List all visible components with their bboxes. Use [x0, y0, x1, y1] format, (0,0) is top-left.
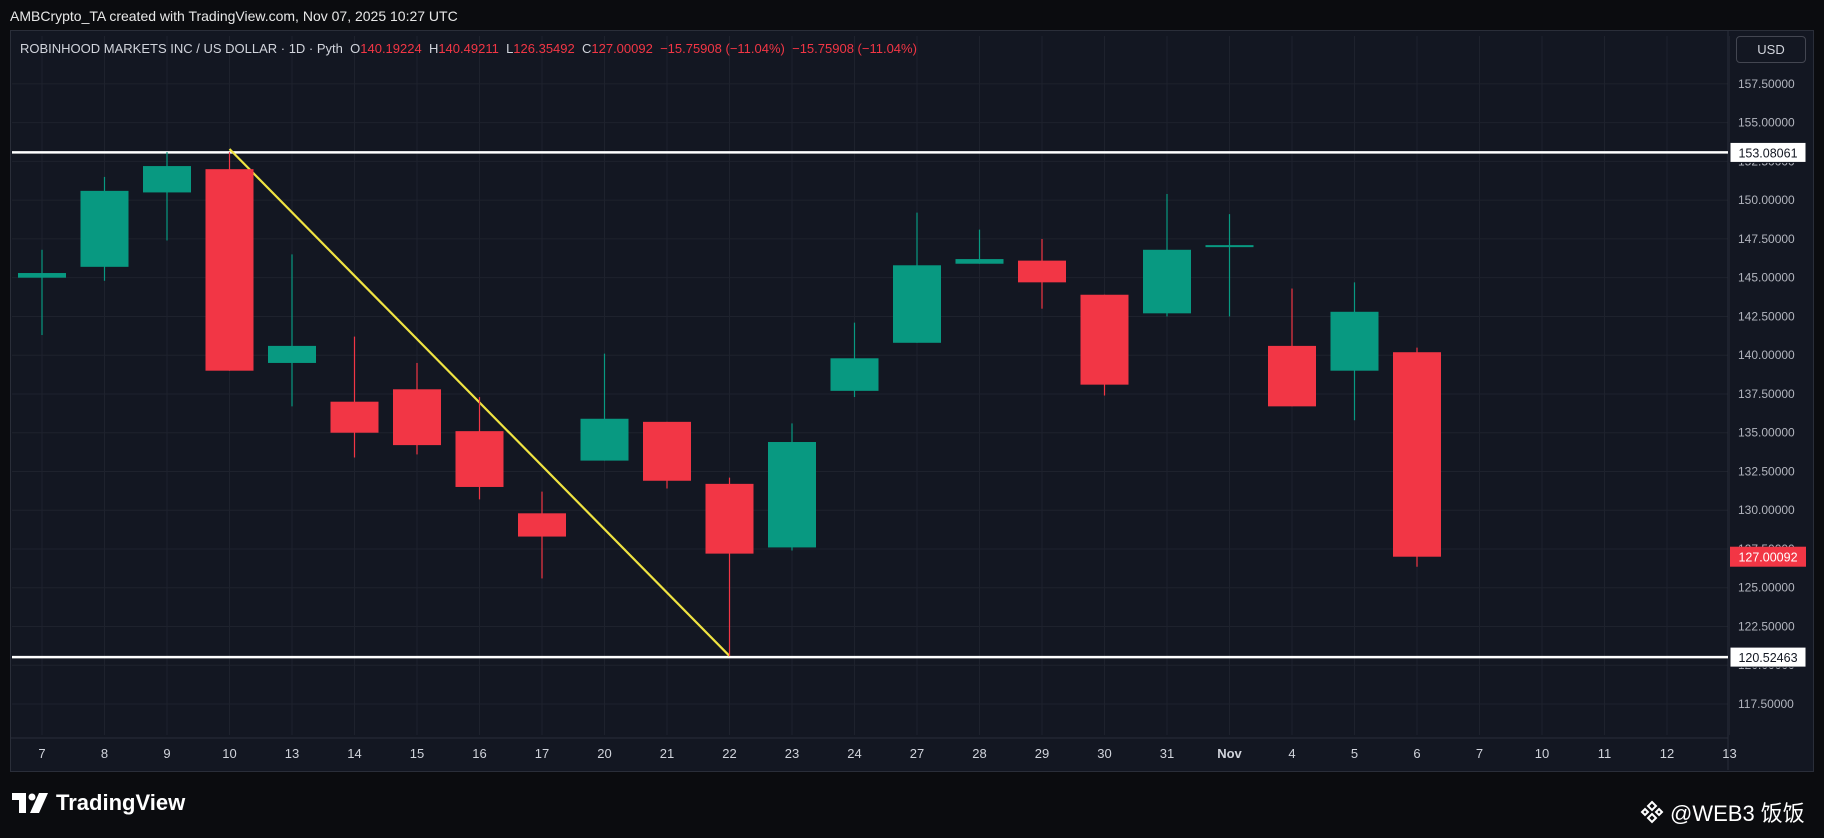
support-tag-bg [1729, 646, 1807, 668]
symbol-legend: ROBINHOOD MARKETS INC / US DOLLAR · 1D ·… [20, 41, 917, 56]
candle-body [1205, 245, 1254, 248]
candle-body [455, 431, 504, 487]
x-tick-label: 15 [410, 746, 424, 761]
low-value: 126.35492 [513, 41, 575, 56]
candles-layer [18, 152, 1441, 656]
x-tick-label: 13 [1722, 746, 1736, 761]
x-tick-label: 4 [1288, 746, 1295, 761]
last-price-tag-bg [1730, 546, 1806, 567]
x-tick-label: 23 [785, 746, 799, 761]
x-tick-label: 29 [1035, 746, 1049, 761]
y-tick-label: 155.00000 [1738, 116, 1795, 130]
y-tick-label: 125.00000 [1738, 581, 1795, 595]
watermark: @WEB3 饭饭 [1640, 796, 1805, 828]
diamond-logo-icon [1640, 800, 1664, 824]
x-tick-label: 7 [38, 746, 45, 761]
support-tag-label: 120.52463 [1738, 651, 1797, 665]
x-tick-label: 27 [910, 746, 924, 761]
x-tick-label: 21 [660, 746, 674, 761]
candle-body [393, 389, 441, 446]
x-tick-label: 5 [1351, 746, 1358, 761]
y-tick-label: 117.50000 [1738, 697, 1794, 711]
price-axis[interactable]: 117.50000120.00000122.50000125.00000127.… [1738, 77, 1795, 711]
candle-body [80, 190, 129, 267]
x-tick-label: 6 [1413, 746, 1420, 761]
candle-body [1393, 352, 1441, 557]
y-tick-label: 122.50000 [1738, 619, 1795, 633]
candle-body [1018, 260, 1066, 283]
x-tick-label: 28 [972, 746, 986, 761]
x-tick-label: 22 [722, 746, 736, 761]
high-label: H [428, 41, 439, 56]
candle-body [955, 259, 1004, 264]
high-value: 140.49211 [438, 41, 499, 56]
price-tags: 153.08061 120.52463 127.00092 [1729, 141, 1807, 668]
low-label: L [506, 41, 514, 56]
x-tick-label: 8 [101, 746, 108, 761]
tradingview-logo-text: TradingView [56, 790, 186, 815]
x-tick-label: 14 [347, 746, 361, 761]
change-value-secondary: −15.75908 (−11.04%) [792, 41, 917, 56]
candle-body [143, 166, 191, 193]
close-value: 127.00092 [591, 41, 653, 56]
candle-body [768, 442, 816, 548]
candle-body [580, 418, 629, 461]
grid-lines [11, 31, 1730, 770]
x-tick-label: 20 [597, 746, 611, 761]
x-tick-label: 30 [1097, 746, 1111, 761]
candlestick-chart[interactable]: 117.50000120.00000122.50000125.00000127.… [0, 0, 1824, 772]
x-tick-label: 12 [1660, 746, 1674, 761]
y-tick-label: 157.50000 [1738, 77, 1795, 91]
symbol-name: ROBINHOOD MARKETS INC / US DOLLAR · 1D ·… [20, 41, 343, 56]
candle-body [205, 169, 254, 371]
y-tick-label: 145.00000 [1738, 271, 1795, 285]
time-axis[interactable]: 7 8 9 10 13 14 15 16 17 20 21 22 23 24 27 28 29 30 31 Nov 4 5… [38, 746, 1736, 761]
x-tick-label: 11 [1598, 746, 1612, 761]
resistance-tag-label: 153.08061 [1738, 146, 1797, 160]
close-label: C [581, 41, 592, 56]
candle-body [268, 345, 316, 363]
candle-body [705, 483, 754, 554]
candle-body [518, 513, 566, 537]
chart-frame [10, 30, 1814, 772]
candle-body [643, 421, 691, 481]
candle-body [1268, 345, 1316, 407]
x-tick-label: 17 [535, 746, 549, 761]
y-tick-label: 142.50000 [1738, 309, 1795, 323]
x-tick-label: 9 [163, 746, 170, 761]
y-tick-label: 130.00000 [1738, 503, 1795, 517]
x-tick-label: 31 [1160, 746, 1174, 761]
candle-body [830, 358, 879, 391]
y-tick-label: 132.50000 [1738, 464, 1795, 478]
x-tick-label: 13 [285, 746, 299, 761]
candle-body [1080, 294, 1129, 385]
x-tick-label: Nov [1217, 746, 1242, 761]
y-tick-label: 140.00000 [1738, 348, 1795, 362]
open-value: 140.19224 [360, 41, 422, 56]
last-price-tag-label: 127.00092 [1738, 551, 1797, 565]
tradingview-logo-icon [12, 793, 48, 813]
y-tick-label: 150.00000 [1738, 193, 1795, 207]
y-tick-label: 135.00000 [1738, 426, 1795, 440]
currency-button[interactable]: USD [1736, 36, 1806, 63]
y-tick-label: 147.50000 [1738, 232, 1795, 246]
candle-body [1143, 249, 1191, 314]
candle-body [893, 265, 941, 343]
y-tick-label: 137.50000 [1738, 387, 1795, 401]
x-tick-label: 7 [1476, 746, 1483, 761]
change-value: −15.75908 (−11.04%) [660, 41, 785, 56]
x-tick-label: 24 [847, 746, 861, 761]
resistance-tag-bg [1729, 141, 1807, 163]
candle-body [330, 401, 379, 433]
x-tick-label: 16 [472, 746, 486, 761]
candle-body [1330, 311, 1379, 371]
level-lines [12, 151, 1728, 659]
x-tick-label: 10 [222, 746, 236, 761]
tradingview-logo[interactable]: TradingView [12, 790, 185, 816]
x-tick-label: 10 [1535, 746, 1549, 761]
chart-credit: AMBCrypto_TA created with TradingView.co… [10, 8, 458, 24]
watermark-text: @WEB3 饭饭 [1670, 801, 1805, 826]
open-label: O [350, 41, 361, 56]
candle-body [18, 273, 66, 278]
